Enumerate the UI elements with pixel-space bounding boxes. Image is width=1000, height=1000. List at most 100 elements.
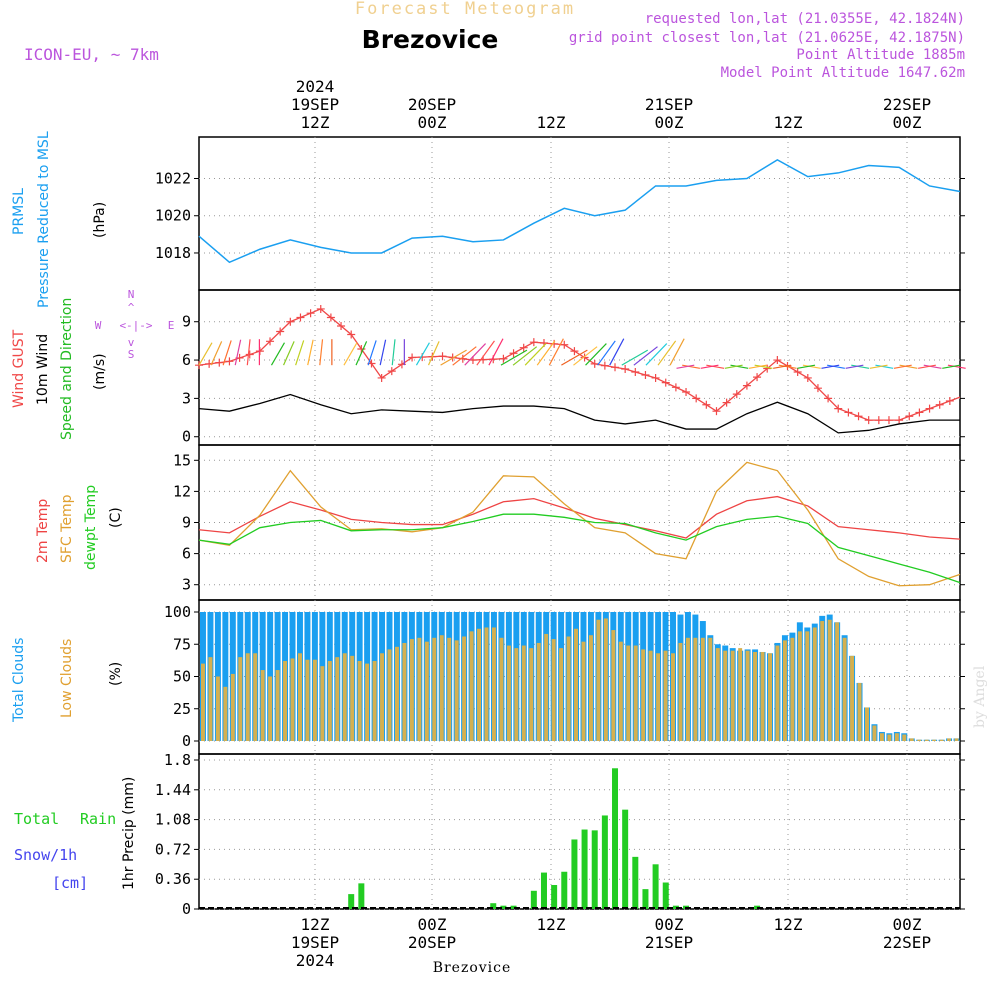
- ytick-label: 25: [173, 700, 191, 718]
- gust-marker: [671, 383, 680, 392]
- credit-watermark: by Angel: [972, 665, 988, 728]
- rain-bar: [632, 856, 639, 909]
- lowclouds-label: Low Clouds: [59, 639, 75, 718]
- gust-marker: [803, 373, 812, 382]
- gridpoint-coords: grid point closest lon,lat (21.0625E, 42…: [569, 30, 965, 46]
- low-cloud-bar: [335, 657, 340, 741]
- time-label: 00Z: [893, 113, 922, 132]
- 2m-temp-line: [198, 495, 961, 540]
- rain-bar: [622, 809, 629, 909]
- ytick-label: 1018: [155, 244, 191, 262]
- rain-bar: [672, 905, 679, 909]
- low-cloud-bar: [447, 637, 452, 741]
- low-cloud-bar: [417, 637, 422, 741]
- low-cloud-bar: [850, 655, 855, 741]
- low-cloud-bar: [678, 642, 683, 741]
- point-altitude: Point Altitude 1885m: [796, 47, 965, 63]
- gust-marker: [824, 394, 833, 403]
- ytick-label: 1.44: [155, 781, 191, 799]
- low-cloud-bar: [342, 653, 347, 741]
- pressure-panel: 1018 1020 1022: [155, 136, 965, 291]
- gust-marker: [296, 313, 305, 322]
- low-cloud-bar: [559, 648, 564, 741]
- gust-marker: [306, 309, 315, 318]
- low-cloud-bar: [536, 642, 541, 741]
- wind-arrow: [476, 340, 495, 366]
- low-cloud-bar: [879, 733, 884, 741]
- compass-ew-arrows: <-|->: [119, 319, 152, 332]
- date-label: 19SEP: [291, 933, 339, 952]
- compass-down: v: [128, 336, 135, 349]
- low-cloud-bar: [827, 619, 832, 741]
- low-cloud-bar: [529, 648, 534, 741]
- wind-arrow: [869, 364, 888, 369]
- low-cloud-bar: [730, 650, 735, 741]
- low-cloud-bar: [260, 670, 265, 741]
- gust-marker: [408, 353, 417, 362]
- gust-marker: [316, 304, 325, 313]
- gust-marker: [509, 349, 518, 358]
- wind-arrow: [585, 343, 607, 366]
- time-label: 12Z: [301, 915, 330, 934]
- low-cloud-bar: [409, 639, 414, 741]
- low-cloud-bar: [887, 734, 892, 741]
- wind-arrow: [561, 349, 588, 366]
- low-cloud-bar: [611, 630, 616, 741]
- sfc-temp-line: [198, 461, 961, 587]
- compass-n: N: [128, 288, 135, 301]
- ytick-label: 0: [182, 900, 191, 918]
- compass-s: S: [128, 348, 135, 361]
- low-cloud-bar: [380, 653, 385, 741]
- compass-up: ^: [128, 301, 135, 314]
- low-cloud-bar: [633, 645, 638, 741]
- ytick-label: 100: [164, 603, 191, 621]
- ytick-label: 50: [173, 668, 191, 686]
- wind-arrow: [748, 364, 767, 369]
- low-cloud-bar: [297, 653, 302, 741]
- gust-marker: [195, 361, 203, 370]
- ytick-label: 6: [182, 545, 191, 563]
- date-label: 22SEP: [883, 933, 931, 952]
- c-label: (C): [108, 507, 124, 528]
- temp-labels: 2m Temp SFC Temp dewpt Temp (C): [35, 485, 124, 570]
- low-cloud-bar: [312, 659, 317, 741]
- gust-marker: [225, 357, 234, 366]
- rain-bar: [500, 905, 507, 909]
- gust-marker: [377, 373, 386, 382]
- wind-arrow: [319, 339, 324, 366]
- low-cloud-bar: [290, 658, 295, 741]
- wind-arrow: [512, 346, 538, 366]
- gust-marker: [499, 354, 508, 363]
- rain-bar: [561, 871, 568, 909]
- ytick-label: 1022: [155, 170, 191, 188]
- ytick-label: 1.8: [164, 751, 191, 769]
- low-cloud-bar: [566, 636, 571, 741]
- wind-arrow: [415, 342, 430, 366]
- compass-rose: N ^ W <-|-> E v S: [95, 288, 175, 361]
- wind-gust-line: [198, 308, 961, 421]
- wind-arrow: [827, 364, 845, 369]
- wind-arrow: [875, 364, 894, 369]
- low-cloud-bar: [521, 645, 526, 741]
- ytick-label: 15: [173, 451, 191, 469]
- wind-arrow: [669, 338, 685, 366]
- wind-arrow: [893, 364, 912, 369]
- cloud-labels: Total Clouds Low Clouds (%): [11, 638, 124, 723]
- low-cloud-bar: [372, 661, 377, 741]
- hpa-label: (hPa): [92, 202, 108, 238]
- gust-marker: [347, 330, 356, 339]
- date-label: 21SEP: [645, 95, 693, 114]
- wind-arrow: [609, 338, 625, 366]
- ytick-label: 9: [182, 514, 191, 532]
- ytick-label: 0: [182, 428, 191, 446]
- winddir-label: Speed and Direction: [59, 298, 75, 440]
- wind-arrow: [645, 343, 668, 366]
- gust-marker: [712, 407, 721, 416]
- wind-arrow: [307, 339, 314, 366]
- time-label: 00Z: [418, 113, 447, 132]
- gust-marker: [580, 353, 589, 362]
- low-cloud-bar: [439, 635, 444, 741]
- rain-bar: [581, 829, 588, 909]
- time-label: 12Z: [537, 915, 566, 934]
- model-altitude: Model Point Altitude 1647.62m: [721, 65, 965, 81]
